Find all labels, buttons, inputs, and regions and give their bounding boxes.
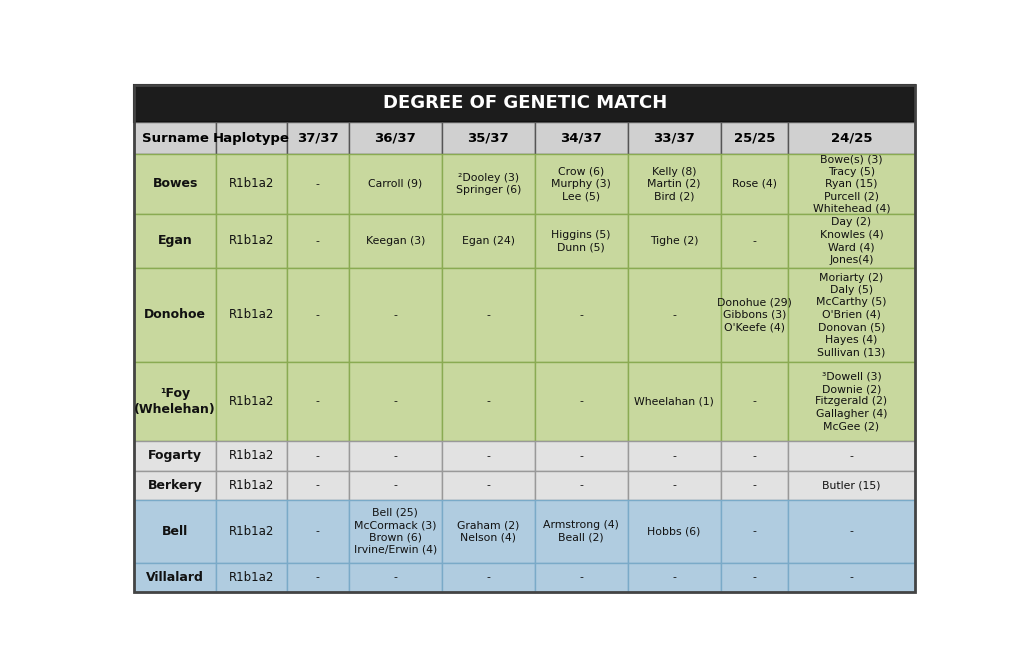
Bar [721,362,787,442]
Text: R1b1a2: R1b1a2 [228,450,274,462]
Text: -: - [315,527,319,537]
Text: Butler (15): Butler (15) [822,480,881,490]
Bar [787,563,915,592]
Bar [134,500,216,563]
Text: -: - [393,480,397,490]
Text: Haplotype: Haplotype [213,132,290,145]
Bar [721,470,787,500]
Text: -: - [315,480,319,490]
Bar [535,563,628,592]
Bar [535,214,628,268]
Bar [441,214,535,268]
Bar [349,470,441,500]
Bar [134,268,216,362]
Bar [721,268,787,362]
Text: -: - [315,179,319,189]
Bar [134,470,216,500]
Bar [441,470,535,500]
Text: -: - [580,310,583,320]
Bar [134,84,915,122]
Bar [441,122,535,154]
Text: Day (2)
Knowles (4)
Ward (4)
Jones(4): Day (2) Knowles (4) Ward (4) Jones(4) [819,217,884,265]
Text: Moriarty (2)
Daly (5)
McCarthy (5)
O'Brien (4)
Donovan (5)
Hayes (4)
Sullivan (1: Moriarty (2) Daly (5) McCarthy (5) O'Bri… [816,273,887,357]
Text: -: - [315,310,319,320]
Bar [628,214,721,268]
Bar [721,122,787,154]
Text: -: - [393,397,397,407]
Text: Egan (24): Egan (24) [462,236,515,246]
Text: -: - [580,573,583,582]
Bar [721,214,787,268]
Text: Bell: Bell [162,525,188,538]
Text: ²Dooley (3)
Springer (6): ²Dooley (3) Springer (6) [456,173,521,195]
Text: Villalard: Villalard [146,571,204,584]
Bar [216,362,287,442]
Text: DEGREE OF GENETIC MATCH: DEGREE OF GENETIC MATCH [383,94,667,113]
Text: -: - [672,573,676,582]
Text: Carroll (9): Carroll (9) [368,179,422,189]
Text: 36/37: 36/37 [375,132,416,145]
Bar [441,154,535,214]
Bar [441,362,535,442]
Bar [349,362,441,442]
Text: -: - [486,451,490,461]
Text: -: - [753,573,756,582]
Bar [216,442,287,470]
Bar [628,362,721,442]
Bar [441,442,535,470]
Bar [349,122,441,154]
Bar [628,122,721,154]
Text: -: - [753,397,756,407]
Text: Bowes: Bowes [153,178,198,190]
Bar [287,563,349,592]
Text: -: - [393,573,397,582]
Text: Wheelahan (1): Wheelahan (1) [634,397,714,407]
Text: Graham (2)
Nelson (4): Graham (2) Nelson (4) [457,520,519,543]
Text: 24/25: 24/25 [830,132,872,145]
Bar [349,563,441,592]
Bar [628,442,721,470]
Bar [787,214,915,268]
Bar [287,122,349,154]
Bar [628,470,721,500]
Bar [535,268,628,362]
Bar [134,154,216,214]
Text: 25/25: 25/25 [733,132,775,145]
Text: -: - [315,397,319,407]
Bar [535,154,628,214]
Bar [134,563,216,592]
Text: R1b1a2: R1b1a2 [228,478,274,492]
Text: 37/37: 37/37 [297,132,339,145]
Text: -: - [672,480,676,490]
Bar [216,154,287,214]
Text: -: - [315,236,319,246]
Bar [535,122,628,154]
Bar [216,214,287,268]
Bar [535,442,628,470]
Text: Berkery: Berkery [147,478,203,492]
Bar [134,362,216,442]
Text: Fogarty: Fogarty [148,450,203,462]
Text: R1b1a2: R1b1a2 [228,525,274,538]
Text: -: - [672,451,676,461]
Bar [535,500,628,563]
Text: Armstrong (4)
Beall (2): Armstrong (4) Beall (2) [544,520,620,543]
Text: -: - [580,480,583,490]
Text: R1b1a2: R1b1a2 [228,234,274,247]
Text: -: - [315,451,319,461]
Text: Donohue (29)
Gibbons (3)
O'Keefe (4): Donohue (29) Gibbons (3) O'Keefe (4) [717,297,792,332]
Bar [787,154,915,214]
Text: -: - [672,310,676,320]
Text: R1b1a2: R1b1a2 [228,308,274,322]
Text: -: - [486,480,490,490]
Text: -: - [486,397,490,407]
Bar [349,442,441,470]
Text: ³Dowell (3)
Downie (2)
Fitzgerald (2)
Gallagher (4)
McGee (2): ³Dowell (3) Downie (2) Fitzgerald (2) Ga… [815,372,888,431]
Text: Surname: Surname [141,132,209,145]
Bar [787,268,915,362]
Bar [349,268,441,362]
Bar [787,470,915,500]
Text: -: - [486,573,490,582]
Text: -: - [850,451,853,461]
Text: Higgins (5)
Dunn (5): Higgins (5) Dunn (5) [552,230,611,252]
